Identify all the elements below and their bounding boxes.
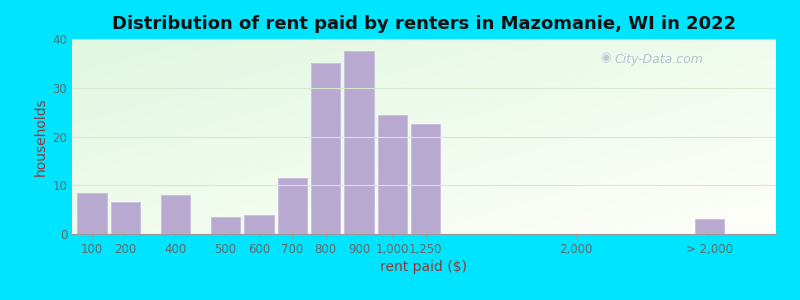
Title: Distribution of rent paid by renters in Mazomanie, WI in 2022: Distribution of rent paid by renters in … <box>112 15 736 33</box>
Bar <box>694 219 724 234</box>
Bar <box>161 195 190 234</box>
Bar <box>110 202 140 234</box>
X-axis label: rent paid ($): rent paid ($) <box>381 260 467 274</box>
Text: ◉: ◉ <box>600 52 611 65</box>
Bar <box>378 115 407 234</box>
Bar <box>210 217 240 234</box>
Bar <box>311 63 340 234</box>
Bar <box>78 193 106 234</box>
Text: City-Data.com: City-Data.com <box>614 52 703 66</box>
Bar <box>344 51 374 234</box>
Bar <box>411 124 440 234</box>
Y-axis label: households: households <box>34 97 48 176</box>
Bar <box>244 214 274 234</box>
Bar <box>278 178 307 234</box>
